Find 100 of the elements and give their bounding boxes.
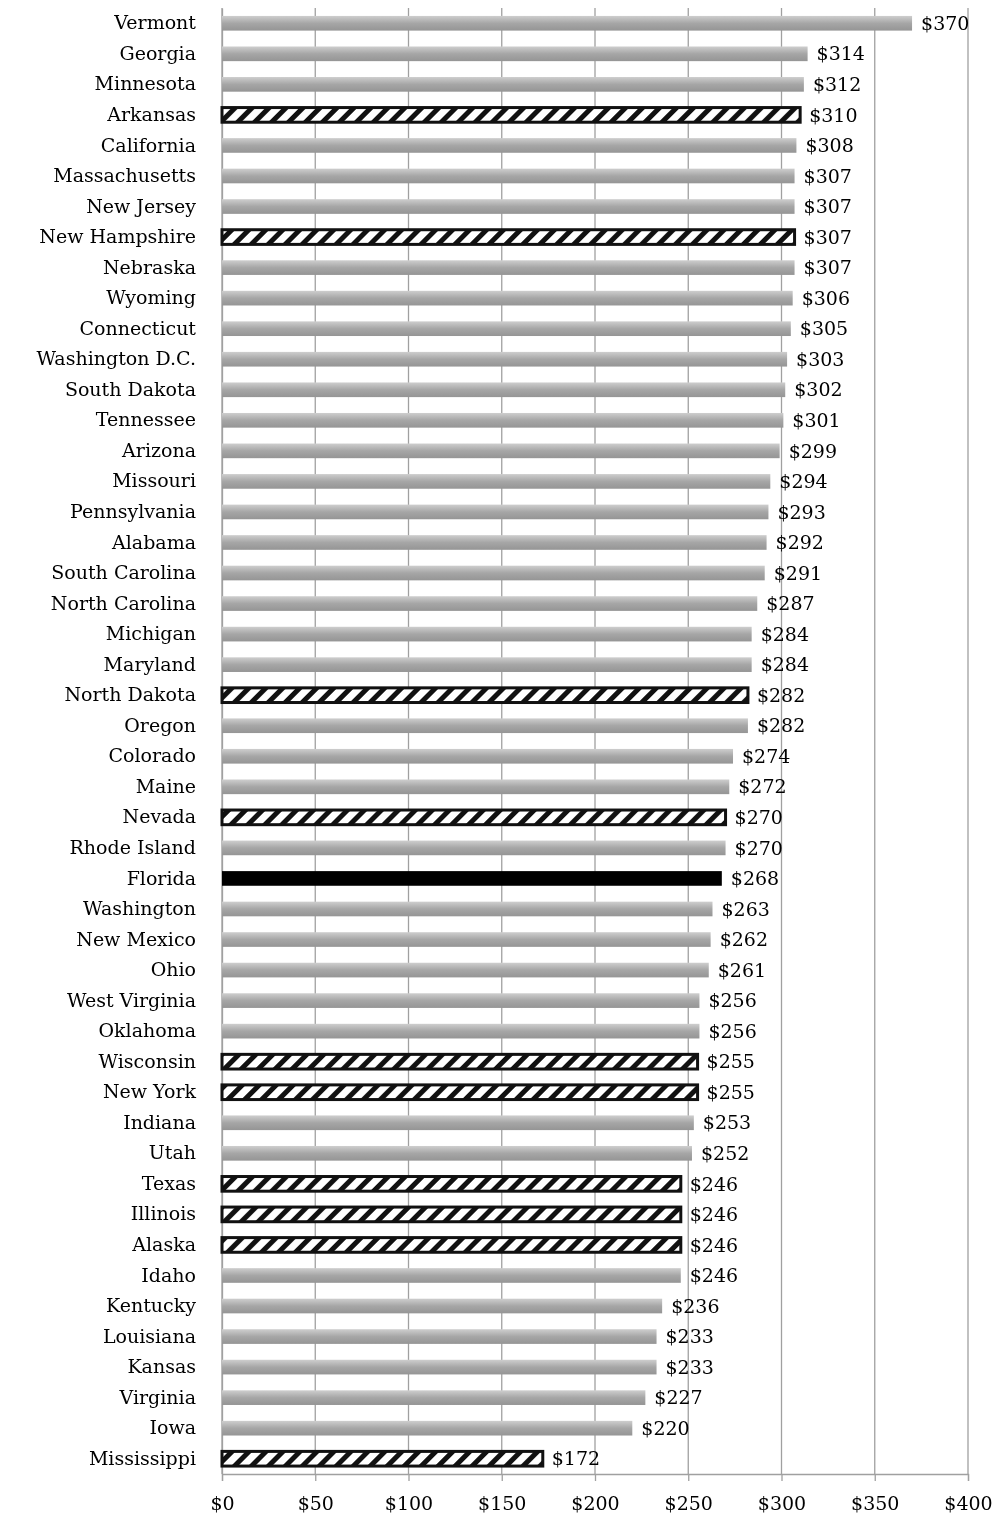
bar	[222, 168, 795, 184]
bar	[222, 474, 771, 489]
data-label: $246	[689, 1203, 739, 1226]
bar	[222, 840, 726, 856]
bar	[222, 351, 788, 367]
data-label: $263	[721, 897, 770, 920]
y-tick-label: Arkansas	[106, 102, 196, 125]
data-label: $302	[794, 378, 843, 401]
y-tick-label: Wisconsin	[98, 1049, 196, 1072]
data-label: $291	[773, 561, 823, 584]
y-tick-label: Texas	[141, 1171, 196, 1194]
data-label: $314	[816, 42, 865, 65]
bar	[222, 382, 786, 398]
data-label: $370	[921, 11, 970, 34]
bar	[222, 901, 713, 917]
y-tick-label: New Mexico	[76, 927, 196, 950]
y-tick-label: South Carolina	[51, 561, 196, 584]
data-label: $274	[742, 744, 791, 767]
y-tick-label: Idaho	[141, 1263, 196, 1286]
bar	[222, 932, 711, 947]
y-tick-label: Kentucky	[106, 1294, 197, 1317]
data-label: $255	[706, 1050, 755, 1073]
bar	[222, 1268, 681, 1283]
data-label: $284	[760, 622, 810, 645]
y-tick-label: Alabama	[111, 530, 196, 553]
x-tick-label: $150	[478, 1492, 527, 1515]
bar	[222, 748, 734, 764]
y-tick-label: Florida	[126, 866, 196, 889]
x-tick-label: $250	[664, 1492, 713, 1515]
y-tick-label: Oregon	[124, 713, 196, 736]
data-label: $301	[792, 408, 841, 431]
x-tick-label: $200	[571, 1492, 620, 1515]
x-tick-label: $50	[297, 1492, 334, 1515]
data-label: $272	[738, 775, 787, 798]
y-tick-label: West Virginia	[66, 988, 196, 1011]
bar	[220, 106, 802, 124]
y-tick-label: Kansas	[127, 1355, 196, 1378]
x-tick-label: $0	[210, 1492, 235, 1515]
y-tick-label: Connecticut	[79, 316, 197, 339]
data-label: $255	[706, 1080, 755, 1103]
bar	[222, 993, 700, 1008]
y-tick-label: Tennessee	[95, 408, 196, 431]
data-label: $292	[775, 531, 824, 554]
bar	[222, 1115, 694, 1131]
y-tick-label: North Dakota	[64, 683, 196, 706]
y-tick-label: Mississippi	[88, 1446, 196, 1469]
data-label: $306	[801, 286, 851, 309]
y-tick-label: Nevada	[122, 805, 196, 828]
bar	[222, 626, 752, 642]
bar	[222, 15, 913, 31]
y-tick-label: Massachusetts	[53, 164, 196, 187]
y-tick-label: New Hampshire	[39, 225, 196, 248]
bar	[222, 1329, 657, 1344]
y-tick-label: Wyoming	[106, 286, 196, 309]
y-tick-label: Maryland	[103, 652, 196, 675]
data-label: $307	[803, 225, 852, 248]
y-tick-label: Rhode Island	[69, 835, 196, 858]
bar	[222, 443, 780, 459]
bar	[222, 1298, 663, 1314]
bar	[220, 1175, 683, 1193]
y-tick-label: North Carolina	[50, 591, 196, 614]
y-tick-label: Arizona	[121, 438, 196, 461]
data-label: $294	[779, 470, 828, 493]
data-label: $256	[708, 1019, 757, 1042]
data-label: $305	[799, 317, 849, 340]
data-label: $308	[805, 134, 854, 157]
data-label: $246	[689, 1172, 739, 1195]
data-label: $261	[717, 958, 767, 981]
y-tick-label: Iowa	[149, 1416, 196, 1439]
y-tick-label: Virginia	[118, 1385, 196, 1408]
bar	[222, 260, 795, 275]
data-label: $282	[756, 683, 806, 706]
y-tick-label: Alaska	[131, 1233, 196, 1256]
bar	[222, 504, 769, 520]
y-tick-label: Louisiana	[102, 1324, 196, 1347]
x-tick-label: $300	[757, 1492, 807, 1515]
bar	[222, 535, 767, 550]
y-tick-label: Washington	[83, 897, 196, 920]
data-label: $270	[734, 836, 783, 859]
bar	[222, 1420, 633, 1436]
y-tick-label: Maine	[135, 774, 196, 797]
bar	[222, 779, 730, 795]
bar	[222, 1023, 700, 1039]
bar	[222, 199, 795, 214]
bar	[222, 138, 797, 153]
bar	[222, 46, 808, 62]
data-label: $312	[812, 73, 862, 95]
data-label: $256	[708, 989, 757, 1012]
bar	[220, 228, 797, 246]
y-tick-label: Illinois	[130, 1202, 196, 1225]
data-label: $233	[665, 1355, 714, 1378]
bar	[222, 77, 804, 92]
bar	[222, 1359, 657, 1375]
bar	[222, 321, 791, 337]
data-label: $246	[689, 1264, 739, 1287]
y-tick-label: Vermont	[113, 11, 197, 34]
bar	[222, 412, 784, 428]
y-tick-label: South Dakota	[64, 377, 196, 400]
y-tick-label: Washington D.C.	[36, 347, 196, 370]
data-label: $303	[796, 347, 845, 370]
